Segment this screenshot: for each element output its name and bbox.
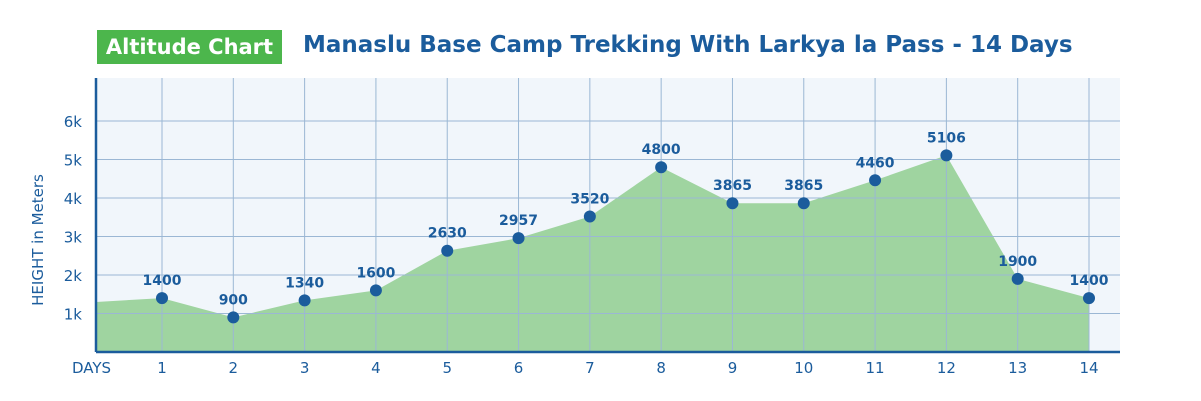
altitude-area [96, 155, 1089, 352]
altitude-chart-badge: Altitude Chart [97, 30, 282, 64]
x-tick-label: 8 [656, 359, 666, 377]
data-point [1011, 272, 1024, 285]
x-tick-label: 9 [728, 359, 738, 377]
data-label: 1600 [356, 265, 395, 281]
x-tick-label: 2 [229, 359, 239, 377]
y-axis-label: HEIGHT in Meters [29, 174, 47, 306]
data-point [940, 149, 953, 162]
chart-title: Manaslu Base Camp Trekking With Larkya l… [303, 32, 1073, 58]
data-label: 1900 [998, 254, 1037, 270]
x-tick-label: 14 [1079, 359, 1098, 377]
data-point [797, 197, 810, 210]
y-tick-label: 5k [64, 152, 83, 170]
y-tick-label: 1k [64, 306, 83, 324]
x-tick-label: 4 [371, 359, 381, 377]
data-point [1083, 292, 1095, 305]
data-label: 3865 [713, 178, 752, 194]
data-point [298, 294, 311, 307]
data-label: 2957 [499, 213, 538, 229]
x-tick-label: 11 [866, 359, 885, 377]
data-label: 5106 [927, 130, 966, 146]
x-tick-label: 13 [1008, 359, 1027, 377]
x-tick-label: 7 [585, 359, 595, 377]
data-point [583, 210, 596, 223]
x-tick-label: 12 [937, 359, 956, 377]
data-label: 3865 [784, 178, 823, 194]
data-label: 4460 [856, 155, 895, 171]
data-label: 900 [219, 292, 248, 308]
data-point [512, 232, 525, 245]
data-label: 3520 [570, 191, 609, 207]
data-point [655, 161, 668, 174]
x-tick-label: 6 [514, 359, 524, 377]
data-point [227, 311, 240, 324]
data-label: 2630 [428, 226, 467, 242]
data-point [156, 292, 168, 305]
data-point [726, 197, 739, 210]
x-tick-label: 3 [300, 359, 310, 377]
data-point [441, 244, 454, 257]
y-tick-label: 4k [64, 190, 83, 208]
data-label: 1400 [143, 273, 182, 289]
data-label: 4800 [642, 142, 681, 158]
y-tick-label: 6k [64, 113, 83, 131]
data-label: 1400 [1070, 273, 1109, 289]
x-tick-label: 10 [794, 359, 813, 377]
y-tick-label: 2k [64, 267, 83, 285]
x-axis-label: DAYS [72, 359, 111, 377]
x-tick-label: 1 [157, 359, 167, 377]
data-point [869, 174, 882, 187]
data-label: 1340 [285, 275, 324, 291]
data-point [369, 284, 382, 297]
y-tick-label: 3k [64, 229, 83, 247]
x-tick-label: 5 [442, 359, 452, 377]
